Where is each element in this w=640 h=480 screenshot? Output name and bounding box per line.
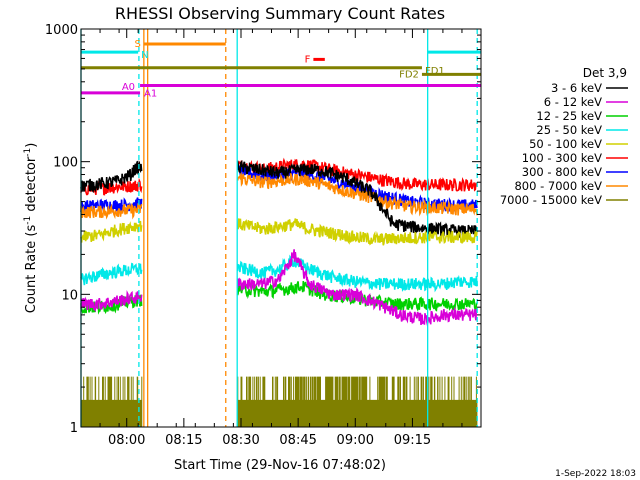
chart-title: RHESSI Observing Summary Count Rates: [115, 4, 445, 23]
annotation-label-a0-6: A0: [122, 82, 135, 93]
plot-frame: [80, 28, 482, 428]
y-tick-label-100: 100: [53, 156, 78, 171]
x-axis: 08:00 08:15 08:30 08:45 09:00 09:15: [80, 29, 482, 448]
series-line-6-12-kev: [80, 249, 478, 327]
legend-entry-300-800-kev: 300 - 800 keV: [522, 165, 602, 179]
y-tick-label-1: 1: [70, 421, 78, 436]
x-tick-label-0830: 08:30: [222, 433, 259, 448]
annotation-label-s-0: S: [134, 39, 140, 50]
annotation-label-fd1-4: FD1: [425, 66, 445, 77]
legend-entry-800-7000-kev: 800 - 7000 keV: [514, 179, 602, 193]
series-line-800-7000-kev: [80, 170, 478, 220]
y-axis: 1 10 100 1000: [45, 23, 481, 436]
y-axis-label-main: Count Rate (s: [24, 225, 39, 314]
x-tick-label-0845: 08:45: [279, 433, 316, 448]
y-axis-label-sup: -1: [23, 216, 33, 225]
x-tick-label-0900: 09:00: [337, 433, 374, 448]
x-tick-label-0815: 08:15: [165, 433, 202, 448]
x-axis-label: Start Time (29-Nov-16 07:48:02): [174, 458, 386, 473]
annotation-label-f-3: F: [305, 54, 311, 65]
plot-area: SN F FD1 FD2 A0 A1 1 10 100 1000 08:00 08:15 08:30…: [45, 23, 482, 448]
y-axis-label: Count Rate (s-1 detector-1): [23, 143, 39, 314]
legend-title: Det 3,9: [583, 66, 627, 80]
timestamp: 1-Sep-2022 18:03: [555, 469, 636, 479]
legend-entry-25-50-kev: 25 - 50 keV: [536, 123, 602, 137]
annotation-label-a1-7: A1: [144, 89, 157, 100]
y-axis-label-tail: detector: [24, 156, 39, 216]
x-tick-label-0915: 09:15: [394, 433, 431, 448]
legend-entry-7000-15000-kev: 7000 - 15000 keV: [500, 193, 602, 207]
series-line-50-100-kev: [80, 218, 478, 246]
series-line-25-50-kev: [80, 254, 478, 293]
legend-entry-3-6-kev: 3 - 6 keV: [551, 81, 602, 95]
y-tick-label-1000: 1000: [45, 23, 78, 38]
annotation-label-fd2-5: FD2: [399, 69, 419, 80]
legend-entry-100-300-kev: 100 - 300 keV: [522, 151, 602, 165]
y-axis-label-close: ): [24, 143, 39, 148]
y-tick-label-10: 10: [61, 288, 78, 303]
series-line-3-6-kev: [80, 159, 478, 238]
legend-entry-6-12-kev: 6 - 12 keV: [544, 95, 602, 109]
annotation-layer: SN F FD1 FD2 A0 A1: [81, 39, 481, 100]
legend-entry-12-25-kev: 12 - 25 keV: [536, 109, 602, 123]
series-layer: [80, 157, 478, 427]
x-tick-label-0800: 08:00: [108, 433, 145, 448]
annotation-label-n-1: N: [141, 50, 148, 61]
y-axis-label-sup2: -1: [23, 148, 33, 157]
legend-entry-50-100-kev: 50 - 100 keV: [529, 137, 602, 151]
